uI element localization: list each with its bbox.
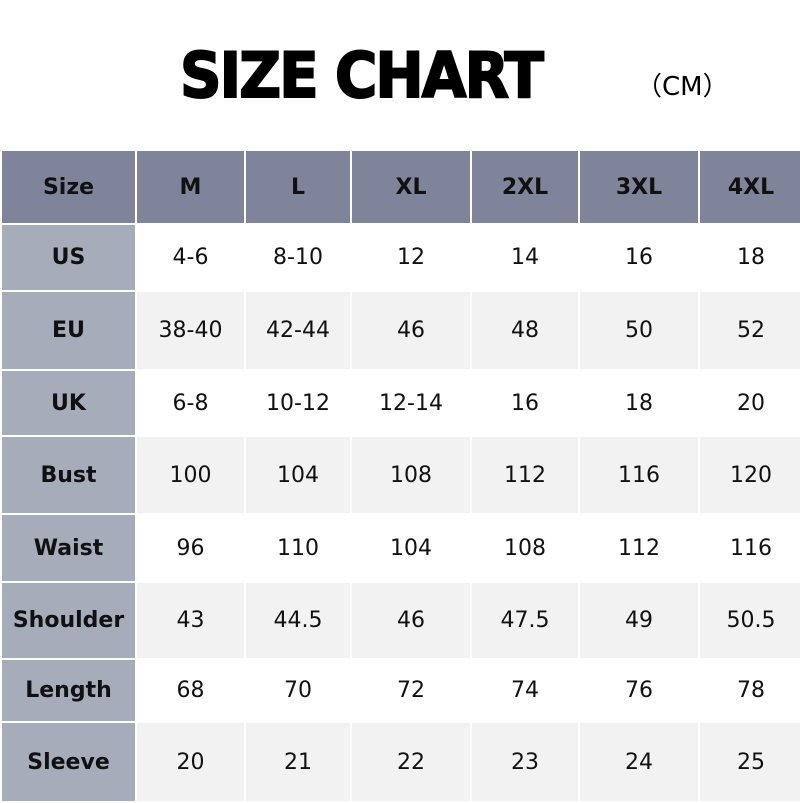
chart-title: SIZE CHART （CM） — [0, 38, 800, 118]
title-main: SIZE CHART — [179, 38, 545, 113]
table-cell: 74 — [470, 658, 580, 723]
table-cell: 24 — [578, 721, 700, 803]
row-label: Sleeve — [0, 721, 137, 803]
table-cell: 23 — [470, 721, 580, 803]
table-cell: 70 — [244, 658, 352, 723]
header-size-3xl: 3XL — [578, 149, 700, 225]
table-cell: 12 — [350, 223, 472, 292]
row-label: Waist — [0, 513, 137, 583]
table-cell: 10-12 — [244, 369, 352, 437]
table-cell: 38-40 — [135, 290, 246, 371]
table-cell: 20 — [135, 721, 246, 803]
size-table: Size M L XL 2XL 3XL 4XL US 4-6 8-10 12 14 16 18 EU 38-… — [0, 149, 800, 803]
table-cell: 46 — [350, 290, 472, 371]
table-cell: 18 — [578, 369, 700, 437]
row-label: Length — [0, 658, 137, 723]
header-row: Size M L XL 2XL 3XL 4XL — [0, 149, 800, 225]
table-cell: 49 — [578, 581, 700, 660]
table-cell: 72 — [350, 658, 472, 723]
header-size-2xl: 2XL — [470, 149, 580, 225]
table-cell: 44.5 — [244, 581, 352, 660]
header-size-m: M — [135, 149, 246, 225]
table-cell: 18 — [698, 223, 800, 292]
table-cell: 108 — [350, 435, 472, 515]
table-cell: 104 — [350, 513, 472, 583]
table-cell: 12-14 — [350, 369, 472, 437]
table-cell: 108 — [470, 513, 580, 583]
table-cell: 50.5 — [698, 581, 800, 660]
table-cell: 22 — [350, 721, 472, 803]
row-label: Shoulder — [0, 581, 137, 660]
table-cell: 76 — [578, 658, 700, 723]
table-cell: 21 — [244, 721, 352, 803]
table-cell: 25 — [698, 721, 800, 803]
table-cell: 78 — [698, 658, 800, 723]
table-cell: 4-6 — [135, 223, 246, 292]
table-cell: 116 — [578, 435, 700, 515]
table-cell: 68 — [135, 658, 246, 723]
header-size-xl: XL — [350, 149, 472, 225]
table-row-shoulder: Shoulder 43 44.5 46 47.5 49 50.5 — [0, 581, 800, 660]
header-size-l: L — [244, 149, 352, 225]
table-cell: 8-10 — [244, 223, 352, 292]
table-cell: 48 — [470, 290, 580, 371]
header-size-label: Size — [0, 149, 137, 225]
table-row-eu: EU 38-40 42-44 46 48 50 52 — [0, 290, 800, 371]
table-cell: 46 — [350, 581, 472, 660]
table-cell: 104 — [244, 435, 352, 515]
table-cell: 42-44 — [244, 290, 352, 371]
row-label: UK — [0, 369, 137, 437]
header-size-4xl: 4XL — [698, 149, 800, 225]
table-cell: 96 — [135, 513, 246, 583]
title-unit: （CM） — [636, 72, 729, 102]
table-cell: 14 — [470, 223, 580, 292]
table-row-sleeve: Sleeve 20 21 22 23 24 25 — [0, 721, 800, 803]
row-label: EU — [0, 290, 137, 371]
table-cell: 20 — [698, 369, 800, 437]
table-cell: 116 — [698, 513, 800, 583]
table-cell: 43 — [135, 581, 246, 660]
table-cell: 120 — [698, 435, 800, 515]
table-cell: 110 — [244, 513, 352, 583]
table-cell: 112 — [578, 513, 700, 583]
table-cell: 52 — [698, 290, 800, 371]
table-cell: 112 — [470, 435, 580, 515]
table-cell: 47.5 — [470, 581, 580, 660]
table-row-bust: Bust 100 104 108 112 116 120 — [0, 435, 800, 515]
table-cell: 6-8 — [135, 369, 246, 437]
row-label: US — [0, 223, 137, 292]
table-row-us: US 4-6 8-10 12 14 16 18 — [0, 223, 800, 292]
table-cell: 100 — [135, 435, 246, 515]
table-cell: 16 — [578, 223, 700, 292]
table-row-length: Length 68 70 72 74 76 78 — [0, 658, 800, 723]
table-cell: 16 — [470, 369, 580, 437]
row-label: Bust — [0, 435, 137, 515]
table-cell: 50 — [578, 290, 700, 371]
table-row-waist: Waist 96 110 104 108 112 116 — [0, 513, 800, 583]
table-row-uk: UK 6-8 10-12 12-14 16 18 20 — [0, 369, 800, 437]
